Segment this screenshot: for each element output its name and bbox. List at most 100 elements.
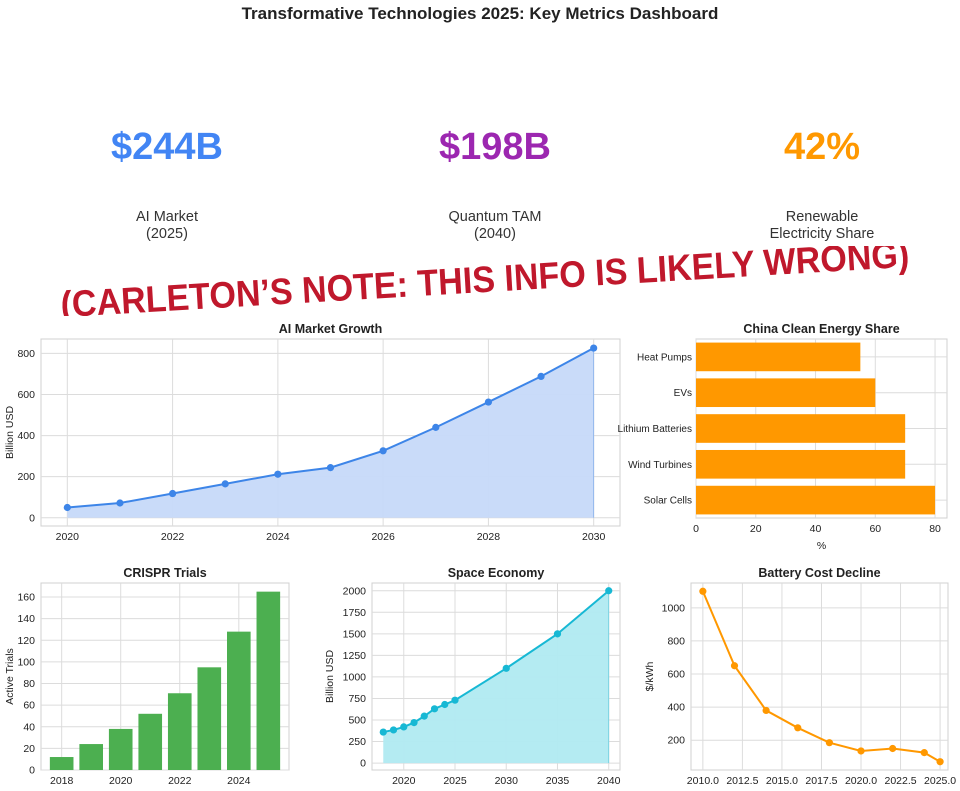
space-y-tick-label: 750 [348, 693, 366, 705]
space-x-tick-label: 2040 [597, 775, 621, 787]
ai-y-tick-label: 200 [17, 471, 35, 483]
battery-data-point [794, 724, 802, 732]
ai-title: AI Market Growth [279, 322, 383, 336]
space-x-tick-label: 2030 [495, 775, 519, 787]
space-data-point [410, 719, 418, 727]
battery-x-tick-label: 2015.0 [766, 775, 798, 787]
ai-data-point [221, 480, 229, 488]
crispr-y-axis-label: Active Trials [4, 648, 16, 705]
battery-x-tick-label: 2025.0 [924, 775, 956, 787]
china-bar [696, 378, 876, 408]
space-y-tick-label: 1000 [343, 671, 367, 683]
crispr-bar [79, 744, 103, 770]
space-x-tick-label: 2025 [443, 775, 467, 787]
space-data-point [553, 630, 562, 638]
china-bar [696, 449, 906, 479]
kpi-ai-label: AI Market (2025) [135, 209, 199, 242]
space-data-point [400, 723, 408, 731]
space-data-point [502, 664, 510, 672]
battery-x-tick-label: 2010.0 [687, 775, 719, 787]
battery-data-point [762, 706, 770, 715]
crispr-x-tick-label: 2018 [50, 775, 74, 787]
space-economy-chart: 2020 2025 2030 2035 2040 0 250 500 750 1000 1250 15… [324, 566, 621, 787]
china-bar [696, 485, 936, 515]
ai-data-point [379, 447, 387, 455]
china-category-label: Lithium Batteries [618, 424, 692, 435]
kpi-renewable-value: 42% [783, 126, 861, 168]
china-x-tick-label: 40 [810, 523, 822, 535]
ai-data-point [116, 499, 124, 507]
ai-data-point [537, 372, 545, 380]
ai-x-tick-label: 2030 [582, 531, 606, 543]
crispr-y-tick-label: 0 [29, 765, 35, 777]
ai-data-point [168, 489, 177, 498]
crispr-y-tick-label: 160 [17, 592, 35, 604]
handwritten-note: (CARLETON’S NOTE: THIS INFO IS LIKELY WR… [59, 246, 910, 316]
china-bar [696, 342, 861, 372]
ai-y-tick-label: 0 [29, 512, 35, 524]
crispr-y-tick-label: 20 [23, 743, 35, 755]
battery-x-tick-label: 2020.0 [845, 775, 877, 787]
space-data-point [430, 705, 439, 713]
crispr-bar [108, 728, 133, 770]
space-y-tick-label: 1750 [343, 607, 367, 619]
space-data-point [441, 700, 449, 709]
china-category-label: Solar Cells [644, 496, 692, 507]
dashboard-title: Transformative Technologies 2025: Key Me… [241, 4, 719, 23]
china-category-label: Heat Pumps [637, 352, 692, 363]
space-area-fill [383, 590, 609, 764]
battery-x-tick-label: 2017.5 [805, 775, 837, 787]
battery-plot-area [690, 582, 949, 771]
ai-y-axis-label: Billion USD [4, 406, 16, 460]
ai-data-point [63, 503, 71, 512]
warning-note-text: (CARLETON’S NOTE: THIS INFO IS LIKELY WR… [59, 246, 910, 316]
space-y-tick-label: 1500 [343, 628, 367, 640]
battery-y-tick-label: 600 [667, 669, 685, 681]
space-y-tick-label: 2000 [343, 585, 367, 597]
ai-y-tick-label: 400 [17, 430, 35, 442]
crispr-bar [256, 591, 281, 770]
crispr-plot-area [40, 582, 290, 771]
space-x-tick-label: 2020 [392, 775, 416, 787]
crispr-y-tick-label: 60 [23, 700, 35, 712]
crispr-title: CRISPR Trials [123, 566, 206, 580]
china-title: China Clean Energy Share [743, 322, 899, 336]
ai-x-tick-label: 2028 [477, 531, 501, 543]
crispr-bar [49, 757, 74, 770]
battery-y-tick-label: 400 [667, 702, 685, 714]
space-y-tick-label: 500 [348, 715, 366, 727]
battery-y-tick-label: 800 [667, 635, 685, 647]
crispr-bar [167, 693, 192, 770]
kpi-quantum-label: Quantum TAM (2040) [448, 209, 542, 242]
battery-data-point [730, 662, 739, 670]
crispr-bar [138, 713, 163, 770]
kpi-ai-value: $244B [111, 126, 223, 168]
crispr-bar [227, 631, 251, 770]
space-y-tick-label: 250 [348, 736, 366, 748]
space-data-point [605, 587, 613, 595]
kpi-quantum-value: $198B [439, 126, 551, 168]
ai-data-point [590, 344, 598, 352]
battery-data-point [920, 749, 928, 757]
space-y-tick-label: 0 [360, 758, 366, 770]
ai-area-fill [67, 348, 594, 518]
crispr-bar [197, 667, 222, 770]
battery-data-point [825, 739, 833, 747]
battery-title: Battery Cost Decline [758, 566, 880, 580]
crispr-x-tick-label: 2020 [109, 775, 133, 787]
china-x-tick-label: 20 [750, 523, 762, 535]
china-category-label: EVs [674, 388, 692, 399]
space-data-point [451, 696, 459, 704]
ai-data-point [326, 464, 335, 472]
battery-y-axis-label: $/kWh [644, 661, 656, 691]
battery-data-point [936, 758, 944, 766]
china-bar [696, 414, 906, 443]
ai-data-point [484, 398, 493, 406]
crispr-x-tick-label: 2022 [168, 775, 192, 787]
china-x-axis-label: % [817, 540, 826, 552]
ai-y-tick-label: 800 [17, 348, 35, 360]
china-x-tick-label: 0 [693, 523, 699, 535]
space-data-point [379, 728, 387, 736]
space-data-point [389, 726, 398, 734]
ai-y-tick-label: 600 [17, 389, 35, 401]
